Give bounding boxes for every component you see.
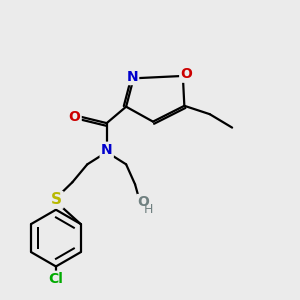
Text: O: O bbox=[181, 68, 192, 82]
Text: S: S bbox=[51, 192, 62, 207]
Text: N: N bbox=[101, 143, 112, 157]
Text: O: O bbox=[68, 110, 80, 124]
Text: Cl: Cl bbox=[49, 272, 63, 286]
Text: H: H bbox=[144, 202, 154, 216]
Text: N: N bbox=[126, 70, 138, 84]
Text: O: O bbox=[137, 195, 149, 209]
